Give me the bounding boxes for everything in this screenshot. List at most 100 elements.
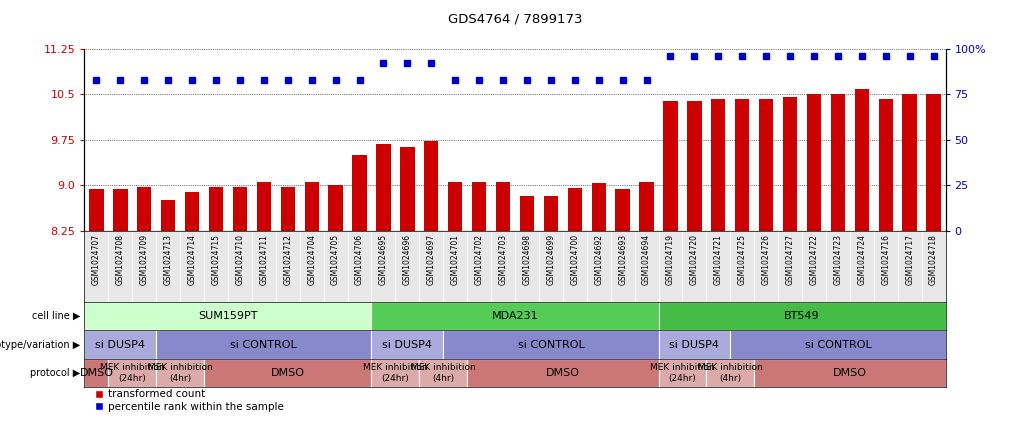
Text: GSM1024723: GSM1024723 — [833, 234, 843, 285]
Bar — [329, 185, 343, 231]
Text: GSM1024703: GSM1024703 — [499, 234, 508, 285]
Bar — [161, 200, 175, 231]
Bar — [616, 190, 629, 231]
Text: genotype/variation ▶: genotype/variation ▶ — [0, 340, 80, 349]
Bar — [233, 187, 247, 231]
Bar — [352, 155, 367, 231]
Text: GSM1024695: GSM1024695 — [379, 234, 388, 285]
Bar — [157, 359, 204, 387]
Text: GSM1024709: GSM1024709 — [140, 234, 148, 285]
Text: DMSO: DMSO — [271, 368, 305, 378]
Bar — [658, 330, 730, 359]
Text: GSM1024700: GSM1024700 — [571, 234, 579, 285]
Bar — [448, 182, 462, 231]
Bar — [663, 102, 678, 231]
Text: GSM1024718: GSM1024718 — [929, 234, 938, 285]
Text: GSM1024715: GSM1024715 — [211, 234, 220, 285]
Text: GSM1024696: GSM1024696 — [403, 234, 412, 285]
Text: GSM1024717: GSM1024717 — [905, 234, 915, 285]
Text: protocol ▶: protocol ▶ — [30, 368, 80, 378]
Bar — [424, 141, 439, 231]
Bar — [376, 144, 390, 231]
Bar — [90, 190, 104, 231]
Bar — [472, 182, 486, 231]
Text: GSM1024726: GSM1024726 — [761, 234, 770, 285]
Text: BT549: BT549 — [784, 311, 820, 321]
Text: GSM1024720: GSM1024720 — [690, 234, 699, 285]
Text: GSM1024708: GSM1024708 — [115, 234, 125, 285]
Text: MEK inhibition
(4hr): MEK inhibition (4hr) — [698, 363, 762, 382]
Text: SUM159PT: SUM159PT — [198, 311, 258, 321]
Text: GSM1024725: GSM1024725 — [737, 234, 747, 285]
Text: GSM1024722: GSM1024722 — [810, 234, 819, 285]
Bar — [84, 330, 157, 359]
Text: GSM1024727: GSM1024727 — [786, 234, 794, 285]
Text: GSM1024719: GSM1024719 — [666, 234, 675, 285]
Text: GSM1024724: GSM1024724 — [857, 234, 866, 285]
Text: MDA231: MDA231 — [491, 311, 539, 321]
Bar — [113, 190, 128, 231]
Bar — [806, 94, 821, 231]
Bar — [687, 102, 701, 231]
Text: DMSO: DMSO — [546, 368, 580, 378]
Bar — [831, 94, 845, 231]
Text: si CONTROL: si CONTROL — [231, 340, 298, 349]
Bar — [256, 182, 271, 231]
Bar — [783, 96, 797, 231]
Text: si DUSP4: si DUSP4 — [382, 340, 433, 349]
Text: GDS4764 / 7899173: GDS4764 / 7899173 — [448, 13, 582, 26]
Text: GSM1024702: GSM1024702 — [475, 234, 484, 285]
Text: DMSO: DMSO — [833, 368, 867, 378]
Text: MEK inhibition
(24hr): MEK inhibition (24hr) — [650, 363, 715, 382]
Bar — [707, 359, 754, 387]
Bar — [468, 359, 658, 387]
Text: GSM1024701: GSM1024701 — [451, 234, 459, 285]
Text: GSM1024692: GSM1024692 — [594, 234, 604, 285]
Text: GSM1024698: GSM1024698 — [522, 234, 531, 285]
Bar — [658, 359, 707, 387]
Legend: transformed count, percentile rank within the sample: transformed count, percentile rank withi… — [90, 385, 288, 416]
Bar — [902, 94, 917, 231]
Text: GSM1024705: GSM1024705 — [331, 234, 340, 285]
Bar — [711, 99, 725, 231]
Bar — [372, 330, 443, 359]
Bar — [759, 99, 774, 231]
Bar — [926, 94, 940, 231]
Text: GSM1024707: GSM1024707 — [92, 234, 101, 285]
Text: si CONTROL: si CONTROL — [804, 340, 871, 349]
Text: si DUSP4: si DUSP4 — [96, 340, 145, 349]
Text: MEK inhibition
(4hr): MEK inhibition (4hr) — [411, 363, 476, 382]
Text: GSM1024714: GSM1024714 — [187, 234, 197, 285]
Bar — [419, 359, 468, 387]
Bar — [204, 359, 372, 387]
Bar — [879, 99, 893, 231]
Text: MEK inhibition
(4hr): MEK inhibition (4hr) — [147, 363, 212, 382]
Text: GSM1024712: GSM1024712 — [283, 234, 293, 285]
Bar — [754, 359, 946, 387]
Bar — [84, 302, 372, 330]
Text: MEK inhibition
(24hr): MEK inhibition (24hr) — [100, 363, 165, 382]
Bar — [108, 359, 157, 387]
Text: si CONTROL: si CONTROL — [517, 340, 584, 349]
Text: GSM1024711: GSM1024711 — [260, 234, 269, 285]
Bar — [280, 187, 295, 231]
Bar — [209, 187, 224, 231]
Bar — [544, 196, 558, 231]
Text: GSM1024694: GSM1024694 — [642, 234, 651, 285]
Bar — [185, 192, 199, 231]
Text: GSM1024706: GSM1024706 — [355, 234, 364, 285]
Text: DMSO: DMSO — [79, 368, 113, 378]
Bar — [495, 182, 510, 231]
Text: si DUSP4: si DUSP4 — [670, 340, 719, 349]
Text: GSM1024697: GSM1024697 — [426, 234, 436, 285]
Bar — [372, 359, 419, 387]
Text: GSM1024710: GSM1024710 — [236, 234, 244, 285]
Bar — [730, 330, 946, 359]
Bar — [568, 188, 582, 231]
Text: GSM1024721: GSM1024721 — [714, 234, 723, 285]
Text: GSM1024693: GSM1024693 — [618, 234, 627, 285]
Text: GSM1024713: GSM1024713 — [164, 234, 173, 285]
Text: cell line ▶: cell line ▶ — [32, 311, 80, 321]
Bar — [84, 359, 108, 387]
Text: GSM1024699: GSM1024699 — [546, 234, 555, 285]
